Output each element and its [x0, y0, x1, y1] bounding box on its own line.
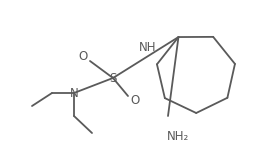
Text: O: O: [78, 49, 88, 62]
Text: NH₂: NH₂: [167, 129, 189, 142]
Text: NH: NH: [139, 41, 156, 54]
Text: N: N: [70, 86, 78, 99]
Text: S: S: [109, 71, 117, 85]
Text: O: O: [130, 95, 140, 108]
